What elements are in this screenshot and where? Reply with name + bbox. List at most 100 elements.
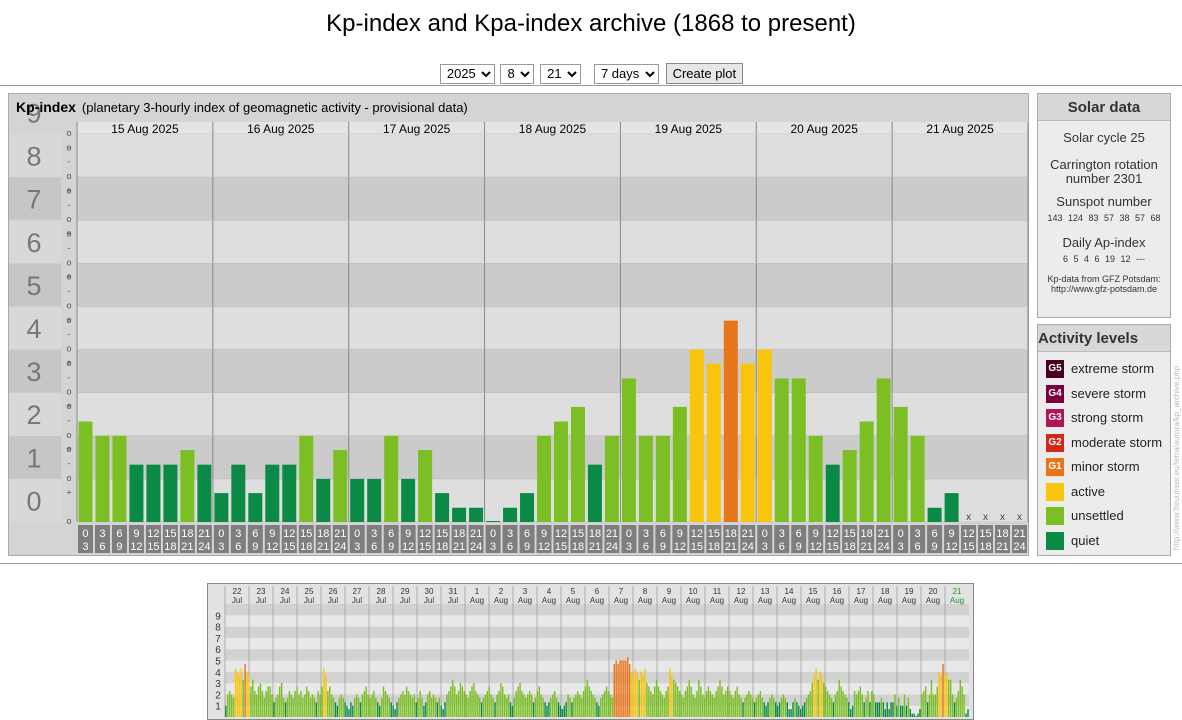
mini-day-number: 31: [449, 587, 458, 596]
hour-start: 9: [269, 528, 275, 540]
mini-bar: [602, 694, 604, 717]
mini-bar: [855, 694, 858, 717]
hour-box: [553, 525, 569, 553]
day-header-bg: [756, 122, 893, 135]
mini-y-tick: 9: [215, 611, 221, 622]
hour-end: 18: [572, 541, 584, 553]
mini-bar: [252, 679, 254, 717]
mini-month-label: Aug: [638, 596, 652, 605]
hour-end: 3: [490, 541, 496, 553]
day-label: 16 Aug 2025: [247, 122, 315, 136]
mini-bar: [407, 691, 410, 717]
activity-level-label: active: [1071, 483, 1105, 499]
hour-start: 0: [82, 528, 88, 540]
mini-bar: [494, 702, 496, 717]
activity-level-label: minor storm: [1071, 459, 1140, 474]
day-label: 21 Aug 2025: [926, 122, 994, 136]
month-select[interactable]: 8: [500, 63, 535, 84]
hour-start: 18: [589, 528, 601, 540]
mini-bar: [959, 679, 962, 717]
hour-start: 6: [932, 528, 938, 540]
day-header-bg: [212, 122, 349, 135]
day-label: 17 Aug 2025: [383, 122, 451, 136]
mini-bar: [792, 702, 794, 717]
mini-bar: [515, 691, 517, 717]
y-tick-label: 9: [26, 98, 41, 128]
activity-swatch: G5: [1046, 360, 1064, 378]
overview-chart[interactable]: 1 2 3 4 5 6 7 8 9 22 Jul 23 Jul 24 Jul 25 Jul 26 Jul 27 Jul 2…: [207, 583, 974, 720]
activity-swatch: G4: [1046, 384, 1064, 403]
hour-end: 3: [898, 541, 904, 553]
mini-y-tick: 1: [215, 702, 221, 713]
kp-bar: [638, 435, 653, 522]
hour-end: 12: [674, 541, 686, 553]
mini-bar: [421, 697, 423, 717]
kp-bar: [604, 435, 619, 522]
year-select[interactable]: 2025: [439, 63, 495, 84]
y-tick-label: 8: [26, 142, 41, 172]
mini-bar: [953, 702, 956, 717]
mini-bar: [273, 702, 275, 717]
mini-y-tick: 3: [215, 679, 221, 690]
mini-y-tick: 8: [215, 623, 221, 634]
mini-bar: [507, 694, 510, 717]
mini-bar: [921, 694, 923, 717]
mini-bar: [403, 694, 406, 717]
hour-end: 24: [878, 541, 890, 553]
mini-bar: [794, 697, 796, 717]
mini-bar: [394, 709, 396, 717]
kp-bar: [537, 435, 551, 522]
mini-bar: [851, 705, 854, 717]
hour-start: 18: [181, 528, 193, 540]
mini-bar: [373, 691, 375, 717]
mini-bar: [867, 691, 869, 717]
mini-day-number: 23: [257, 587, 266, 596]
mini-bar: [477, 694, 479, 717]
mini-bar: [750, 694, 752, 717]
kp-bar: [316, 478, 331, 522]
mini-bar: [846, 697, 848, 717]
create-plot-button[interactable]: Create plot: [665, 63, 744, 84]
mini-bar: [361, 694, 364, 717]
mini-bar: [344, 702, 346, 717]
mini-bar: [365, 686, 367, 717]
mini-month-label: Aug: [782, 596, 796, 605]
kp-bar: [570, 406, 585, 522]
hour-end: 18: [844, 541, 856, 553]
hour-start: 6: [660, 528, 666, 540]
mini-bar: [294, 691, 296, 717]
span-select[interactable]: 7 days: [593, 63, 659, 84]
hour-end: 15: [419, 541, 431, 553]
mini-bar: [805, 697, 808, 717]
kp-bar: [859, 421, 874, 522]
mini-bar: [357, 697, 360, 717]
mini-bar: [471, 686, 473, 717]
mini-bar: [546, 705, 548, 717]
day-select[interactable]: 21: [540, 63, 582, 84]
hour-box: [298, 525, 314, 553]
mini-bar: [917, 713, 919, 717]
mini-bar: [684, 691, 687, 717]
hour-start: 12: [962, 528, 974, 540]
mini-bar: [703, 697, 706, 717]
y-band: [9, 220, 61, 264]
mini-bar: [853, 691, 856, 717]
kp-bar: [129, 464, 144, 522]
hour-box: [706, 525, 722, 553]
mini-month-label: Aug: [950, 596, 964, 605]
mini-day-number: 30: [425, 587, 434, 596]
hour-start: 0: [354, 528, 360, 540]
kp-bar: [774, 378, 789, 522]
plot-band: [77, 177, 1028, 221]
hour-box: [536, 525, 552, 553]
hour-box: [383, 525, 399, 553]
ap-index-label: Daily Ap-index: [1062, 235, 1146, 250]
mini-bar: [415, 702, 417, 717]
mini-bar: [577, 691, 579, 717]
data-source-link[interactable]: http://www.gfz-potsdam.de: [1050, 284, 1158, 294]
mini-bar: [467, 697, 469, 717]
mini-bar: [300, 691, 302, 717]
hour-start: 6: [252, 528, 258, 540]
y-tick-label: 1: [26, 443, 41, 473]
mini-bar: [828, 694, 831, 717]
